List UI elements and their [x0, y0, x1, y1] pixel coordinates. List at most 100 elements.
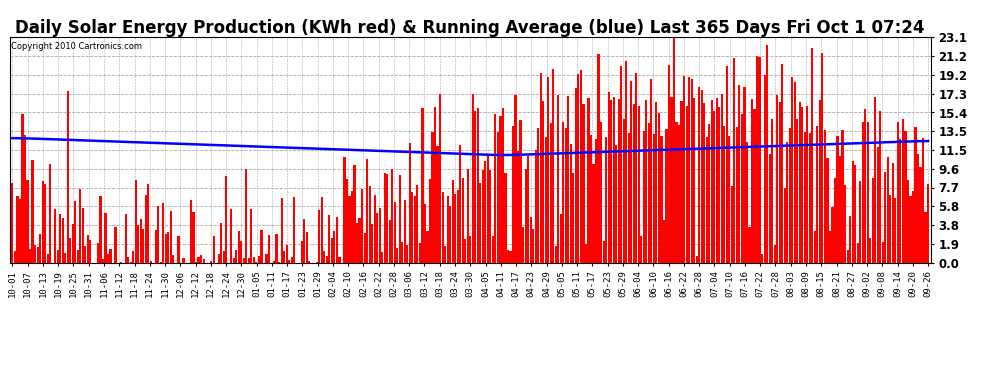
- Bar: [482, 170, 484, 262]
- Bar: [329, 215, 331, 262]
- Bar: [663, 220, 665, 262]
- Bar: [257, 256, 260, 262]
- Bar: [535, 150, 537, 262]
- Bar: [64, 252, 66, 262]
- Bar: [172, 255, 174, 262]
- Bar: [917, 154, 919, 262]
- Bar: [66, 91, 69, 262]
- Bar: [102, 259, 104, 262]
- Bar: [520, 120, 522, 262]
- Bar: [376, 213, 378, 262]
- Bar: [344, 158, 346, 262]
- Bar: [456, 190, 458, 262]
- Bar: [559, 214, 562, 262]
- Bar: [149, 261, 151, 262]
- Bar: [409, 143, 411, 262]
- Bar: [910, 196, 912, 262]
- Bar: [844, 185, 846, 262]
- Bar: [776, 95, 778, 262]
- Bar: [389, 220, 391, 262]
- Bar: [306, 232, 308, 262]
- Bar: [47, 254, 49, 262]
- Bar: [11, 183, 14, 262]
- Bar: [859, 181, 861, 262]
- Bar: [641, 236, 643, 262]
- Bar: [879, 111, 881, 262]
- Bar: [554, 246, 556, 262]
- Bar: [220, 224, 223, 262]
- Bar: [50, 164, 51, 262]
- Bar: [231, 209, 233, 262]
- Bar: [419, 243, 421, 262]
- Bar: [756, 56, 758, 262]
- Bar: [404, 200, 406, 262]
- Bar: [549, 123, 551, 262]
- Bar: [140, 219, 142, 262]
- Bar: [401, 242, 403, 262]
- Bar: [557, 95, 559, 262]
- Bar: [905, 130, 907, 262]
- Bar: [590, 135, 592, 262]
- Bar: [698, 87, 700, 262]
- Bar: [97, 243, 99, 262]
- Bar: [517, 152, 519, 262]
- Bar: [915, 127, 917, 262]
- Bar: [381, 252, 383, 262]
- Bar: [373, 195, 376, 262]
- Bar: [718, 107, 721, 262]
- Bar: [44, 184, 47, 262]
- Bar: [851, 161, 853, 262]
- Bar: [678, 125, 680, 262]
- Bar: [587, 98, 590, 262]
- Bar: [786, 142, 788, 262]
- Bar: [771, 119, 773, 262]
- Bar: [303, 219, 305, 262]
- Bar: [763, 75, 765, 262]
- Bar: [595, 140, 597, 262]
- Bar: [748, 227, 750, 262]
- Bar: [484, 161, 486, 262]
- Bar: [89, 240, 91, 262]
- Bar: [157, 206, 159, 262]
- Bar: [615, 146, 617, 262]
- Bar: [507, 250, 509, 262]
- Bar: [693, 98, 695, 262]
- Bar: [864, 109, 866, 262]
- Bar: [761, 255, 763, 262]
- Bar: [620, 66, 623, 262]
- Bar: [543, 100, 545, 262]
- Bar: [466, 169, 469, 262]
- Bar: [177, 236, 179, 262]
- Bar: [252, 256, 255, 262]
- Bar: [238, 231, 240, 262]
- Bar: [451, 180, 453, 262]
- Bar: [32, 160, 34, 262]
- Bar: [334, 231, 336, 262]
- Bar: [647, 123, 649, 262]
- Bar: [605, 137, 607, 262]
- Bar: [768, 154, 770, 262]
- Bar: [817, 126, 819, 262]
- Bar: [213, 236, 215, 262]
- Bar: [751, 99, 753, 262]
- Bar: [446, 196, 448, 262]
- Bar: [842, 130, 843, 262]
- Bar: [371, 224, 373, 262]
- Bar: [734, 58, 736, 262]
- Bar: [866, 122, 869, 262]
- Bar: [652, 134, 655, 262]
- Bar: [739, 85, 741, 262]
- Bar: [643, 131, 644, 262]
- Bar: [854, 165, 856, 262]
- Bar: [801, 107, 803, 262]
- Bar: [348, 196, 350, 262]
- Bar: [897, 122, 899, 262]
- Bar: [353, 165, 355, 262]
- Bar: [922, 138, 924, 262]
- Bar: [628, 133, 630, 262]
- Bar: [17, 196, 19, 262]
- Bar: [575, 88, 577, 262]
- Bar: [882, 242, 884, 262]
- Text: Copyright 2010 Cartronics.com: Copyright 2010 Cartronics.com: [11, 42, 142, 51]
- Bar: [564, 128, 567, 262]
